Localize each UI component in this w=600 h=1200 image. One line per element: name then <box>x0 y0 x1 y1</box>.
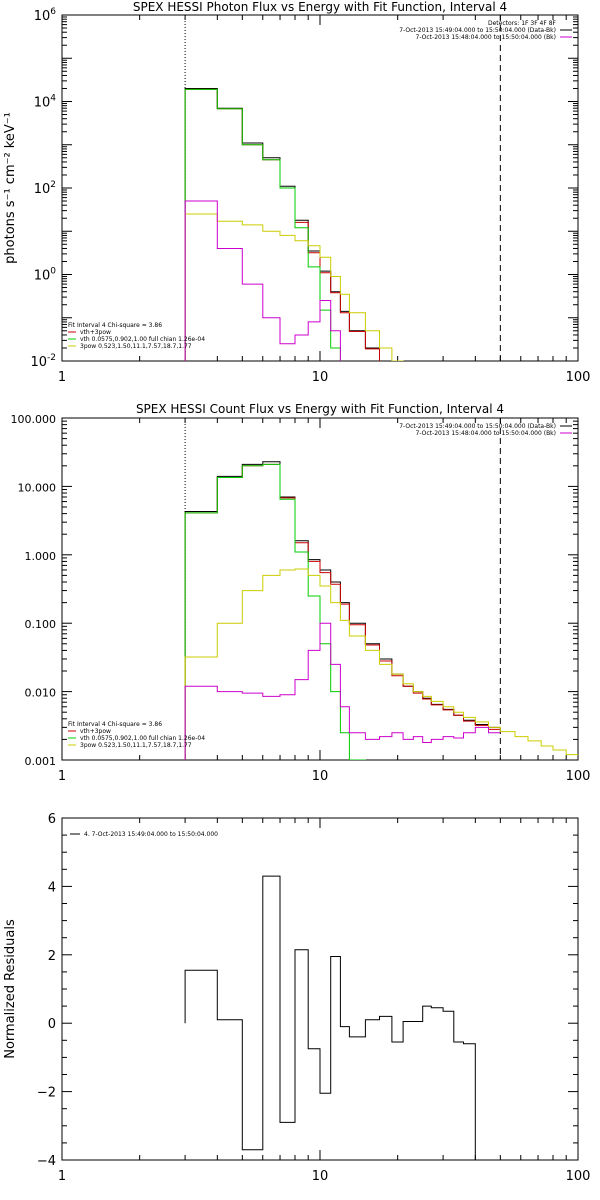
legend-top-entry: 7-Oct-2013 15:49:04.000 to 15:50:04.000 … <box>399 423 556 430</box>
y-tick-label: 104 <box>34 94 57 111</box>
y-tick-exp: 4 <box>50 94 56 104</box>
y-tick-label: 0.010 <box>25 687 57 700</box>
series-data-bk-line <box>184 461 501 760</box>
legend-bottom-entry: vth+3pow <box>80 329 111 336</box>
series-vth-3pow-line <box>184 463 501 760</box>
legend-bottom-entry: vth 0.0575,0.902,1.00 full chian 1.26e-0… <box>80 735 205 742</box>
legend-top-entry: 7-Oct-2013 15:48:04.000 to 15:50:04.000 … <box>416 430 557 437</box>
x-tick-label: 10 <box>312 1169 329 1184</box>
legend-bottom-entry: vth+3pow <box>80 728 111 735</box>
legend-top-entry: 7-Oct-2013 15:48:04.000 to 15:50:04.000 … <box>416 34 557 41</box>
series-3pow-line <box>184 213 404 361</box>
y-tick-exp: -2 <box>47 353 56 363</box>
plot-frame <box>61 817 579 1161</box>
x-tick-label: 100 <box>566 370 591 385</box>
y-tick-label: 6 <box>48 812 56 827</box>
chart-panel-2: SPEX HESSI Count Flux vs Energy with Fit… <box>11 402 591 784</box>
x-tick-label: 100 <box>566 1169 591 1184</box>
series-vth-3pow-line <box>184 88 380 361</box>
y-tick-label: −4 <box>37 1154 56 1169</box>
y-tick-label: 106 <box>34 7 57 24</box>
y-tick-label: 1.000 <box>25 550 57 563</box>
x-tick-label: 1 <box>58 370 66 385</box>
legend-bottom-entry: Fit Interval 4 Chi-square = 3.86 <box>68 322 162 329</box>
y-tick-label: 100.000 <box>11 413 57 426</box>
legend-top-entry: Detectors: 1F 3F 4F 8F <box>488 20 557 27</box>
y-tick-label: 0 <box>48 1017 56 1032</box>
series-residuals-line <box>184 875 476 1160</box>
series-data-bk-line <box>184 88 380 361</box>
y-tick-label: 0.001 <box>25 755 57 768</box>
series-group <box>184 875 476 1160</box>
legend-bottom-entry: 3pow 0.523,1.50,11.1,7.57,18.7,1.77 <box>80 343 192 350</box>
series-group <box>184 88 404 361</box>
series-bk-line <box>184 622 501 760</box>
y-tick-label: −2 <box>37 1086 56 1101</box>
y-tick-base: 10 <box>34 9 51 24</box>
y-tick-base: 10 <box>34 96 51 111</box>
legend-bottom-entry: vth 0.0575,0.902,1.00 full chian 1.26e-0… <box>80 336 205 343</box>
y-tick-exp: 6 <box>50 7 56 17</box>
x-tick-label: 1 <box>58 769 66 784</box>
y-tick-label: 2 <box>48 949 56 964</box>
y-axis-label: Normalized Residuals <box>3 919 18 1059</box>
y-tick-label: 102 <box>34 180 56 197</box>
series-group <box>184 461 578 760</box>
legend-bottom-entry: 3pow 0.523,1.50,11.1,7.57,18.7,1.77 <box>80 742 192 749</box>
y-tick-base: 10 <box>34 269 51 284</box>
y-tick-label: 0.100 <box>25 618 57 631</box>
y-tick-base: 10 <box>34 182 51 197</box>
legend-top-entry: 7-Oct-2013 15:49:04.000 to 15:50:04.000 … <box>399 27 556 34</box>
chart-panel-1: SPEX HESSI Photon Flux vs Energy with Fi… <box>3 0 590 385</box>
y-tick-label: 100 <box>34 267 57 284</box>
x-tick-label: 100 <box>566 769 591 784</box>
y-tick-base: 10 <box>30 355 47 370</box>
chart-title: SPEX HESSI Count Flux vs Energy with Fit… <box>136 402 504 416</box>
y-tick-label: 10.000 <box>18 481 57 494</box>
x-tick-label: 10 <box>312 370 329 385</box>
y-tick-label: 10-2 <box>30 353 56 370</box>
y-tick-exp: 2 <box>50 180 56 190</box>
y-axis-label: photons s⁻¹ cm⁻² keV⁻¹ <box>3 112 18 264</box>
y-tick-exp: 0 <box>50 267 56 277</box>
legend-bottom-entry: Fit Interval 4 Chi-square = 3.86 <box>68 721 162 728</box>
x-tick-label: 10 <box>312 769 329 784</box>
chart-panel-3: 1 10 100 6 4 2 0 −2 −4 Normalized Residuals 4. 7-O… <box>3 812 590 1184</box>
series-bk-line <box>184 200 341 361</box>
chart-title: SPEX HESSI Photon Flux vs Energy with Fi… <box>133 0 507 14</box>
series-3pow-line <box>184 568 578 760</box>
y-tick-label: 4 <box>48 880 56 895</box>
x-tick-label: 1 <box>58 1169 66 1184</box>
legend-entry: 4. 7-Oct-2013 15:49:04.000 to 15:50:04.0… <box>84 831 218 838</box>
